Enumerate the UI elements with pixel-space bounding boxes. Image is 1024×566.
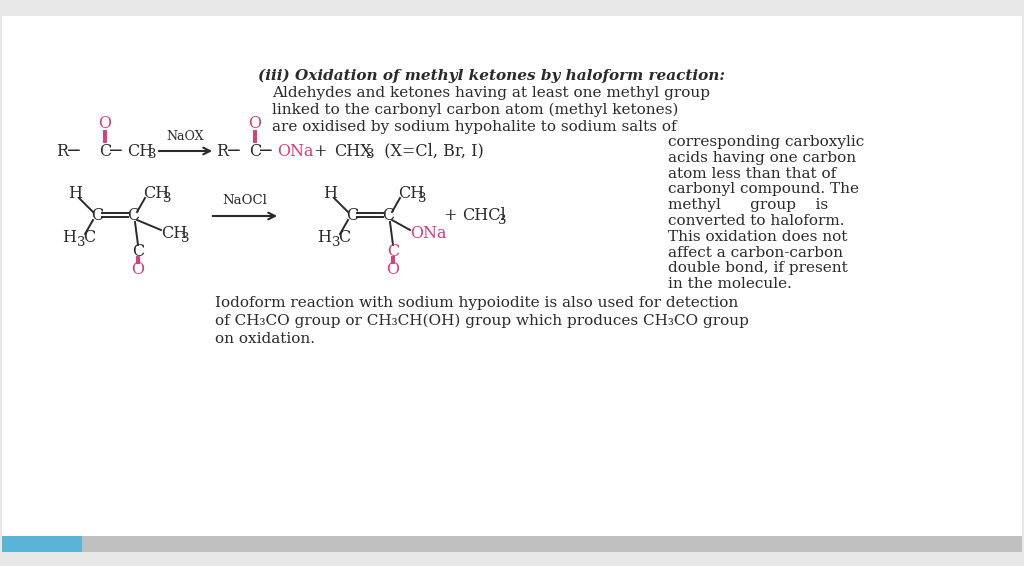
Text: C: C: [387, 242, 399, 259]
Text: linked to the carbonyl carbon atom (methyl ketones): linked to the carbonyl carbon atom (meth…: [272, 103, 678, 117]
Text: R: R: [216, 143, 228, 160]
Text: CH: CH: [398, 186, 424, 203]
Text: of CH₃CO group or CH₃CH(OH) group which produces CH₃CO group: of CH₃CO group or CH₃CH(OH) group which …: [215, 314, 749, 328]
Text: Aldehydes and ketones having at least one methyl group: Aldehydes and ketones having at least on…: [272, 86, 710, 100]
Text: (iii) Oxidation of methyl ketones by haloform reaction:: (iii) Oxidation of methyl ketones by hal…: [258, 69, 725, 83]
Text: in the molecule.: in the molecule.: [668, 277, 792, 291]
Text: CHCl: CHCl: [462, 208, 506, 225]
Text: acids having one carbon: acids having one carbon: [668, 151, 856, 165]
Text: NaOCl: NaOCl: [222, 194, 267, 207]
Text: carbonyl compound. The: carbonyl compound. The: [668, 182, 859, 196]
Text: −: −: [226, 142, 242, 160]
Bar: [2, 536, 82, 552]
Text: 3: 3: [148, 148, 157, 161]
Text: 3: 3: [366, 148, 375, 161]
Text: Iodoform reaction with sodium hypoiodite is also used for detection: Iodoform reaction with sodium hypoiodite…: [215, 296, 738, 310]
Text: +: +: [313, 143, 327, 160]
Text: C: C: [249, 143, 261, 160]
Text: C: C: [132, 242, 144, 259]
Text: 3: 3: [181, 231, 189, 245]
Bar: [2, 536, 1022, 552]
Text: 3: 3: [77, 235, 85, 248]
Text: 3: 3: [332, 235, 341, 248]
Text: atom less than that of: atom less than that of: [668, 166, 837, 181]
Text: This oxidation does not: This oxidation does not: [668, 230, 848, 244]
Text: on oxidation.: on oxidation.: [215, 332, 315, 346]
Text: O: O: [98, 114, 112, 131]
Text: 3: 3: [418, 191, 427, 204]
Text: −: −: [109, 142, 124, 160]
Text: −: −: [258, 142, 273, 160]
Text: affect a carbon-carbon: affect a carbon-carbon: [668, 246, 843, 260]
Text: C: C: [127, 208, 139, 225]
Text: C: C: [99, 143, 112, 160]
Text: (X=Cl, Br, I): (X=Cl, Br, I): [374, 143, 483, 160]
Text: O: O: [249, 114, 261, 131]
Text: C: C: [83, 229, 95, 247]
Text: O: O: [386, 260, 399, 277]
Text: converted to haloform.: converted to haloform.: [668, 214, 845, 228]
Text: C: C: [346, 208, 358, 225]
Text: C: C: [91, 208, 103, 225]
Text: CH: CH: [127, 143, 154, 160]
Text: are oxidised by sodium hypohalite to sodium salts of: are oxidised by sodium hypohalite to sod…: [272, 120, 677, 134]
Text: 3: 3: [163, 191, 171, 204]
Text: H: H: [323, 186, 337, 203]
Text: CH: CH: [161, 225, 187, 242]
Text: −: −: [67, 142, 82, 160]
Text: CH: CH: [143, 186, 169, 203]
Text: methyl      group    is: methyl group is: [668, 198, 828, 212]
Text: O: O: [131, 260, 144, 277]
Text: C: C: [338, 229, 350, 247]
Text: double bond, if present: double bond, if present: [668, 261, 848, 276]
Text: corresponding carboxylic: corresponding carboxylic: [668, 135, 864, 149]
Text: NaOX: NaOX: [166, 130, 204, 143]
Text: H: H: [62, 229, 76, 247]
Text: C: C: [382, 208, 394, 225]
Text: 3: 3: [498, 213, 507, 226]
Text: R: R: [56, 143, 68, 160]
Text: H: H: [68, 186, 82, 203]
Text: CHX: CHX: [334, 143, 372, 160]
Text: ONa: ONa: [410, 225, 446, 242]
Text: +: +: [443, 208, 457, 225]
Text: ONa: ONa: [278, 143, 313, 160]
Text: H: H: [317, 229, 331, 247]
